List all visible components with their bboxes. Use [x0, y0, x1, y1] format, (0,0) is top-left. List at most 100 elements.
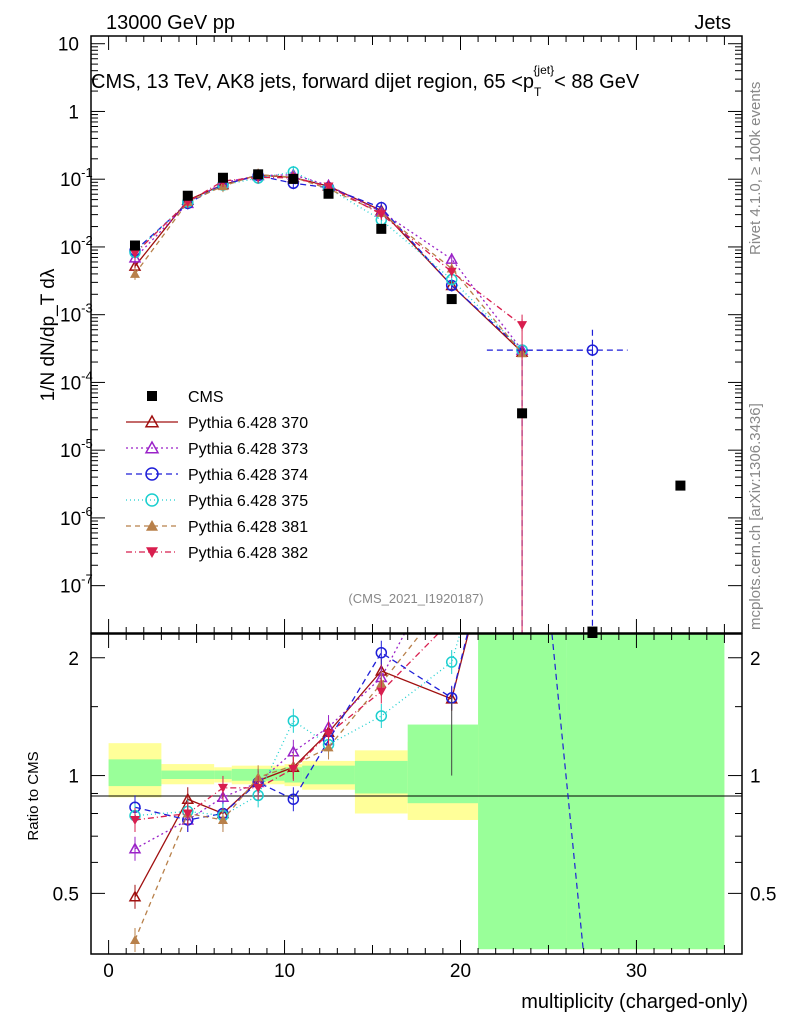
- y-tick-exponent: -1: [81, 165, 93, 180]
- point: [376, 210, 387, 220]
- point: [129, 815, 140, 825]
- point: [287, 793, 300, 805]
- point: [375, 710, 388, 722]
- chart-title: CMS, 13 TeV, AK8 jets, forward dijet reg…: [91, 63, 640, 99]
- legend-label: Pythia 6.428 375: [188, 493, 308, 510]
- point: [287, 715, 300, 727]
- legend-item: Pythia 6.428 370: [126, 414, 308, 432]
- ratio-pythia-6.428-382: [129, 634, 439, 832]
- point: [253, 783, 264, 793]
- legend: CMS Pythia 6.428 370 Pythia 6.428 373 Pythi…: [126, 389, 308, 562]
- y-tick-label: 10-1: [60, 165, 93, 191]
- series-line: [134, 176, 523, 326]
- series-ratio-layer: [128, 634, 598, 954]
- uncertainty-bands: [108, 634, 725, 950]
- band-green: [214, 770, 232, 779]
- series-top-layer: [128, 165, 686, 633]
- y-label-text: 1/N dN/dp_T dλ: [38, 268, 59, 401]
- band-green: [354, 760, 408, 794]
- ratio-tick-label-left: 0.5: [53, 884, 79, 905]
- point: [128, 842, 142, 854]
- cms-point: [675, 480, 686, 491]
- point: [217, 783, 228, 793]
- cms-point: [147, 391, 157, 401]
- band-green: [161, 770, 215, 779]
- ratio-tick-label-left: 2: [68, 649, 79, 670]
- series-pythia-6.428-374: [129, 169, 599, 357]
- point: [145, 467, 159, 481]
- y-tick-label: 10-3: [60, 301, 93, 327]
- point: [128, 890, 142, 902]
- legend-label: Pythia 6.428 373: [188, 441, 308, 458]
- ratio-label: Ratio to CMS: [25, 751, 42, 840]
- point: [323, 742, 334, 752]
- cms-point: [182, 190, 193, 201]
- y-tick-exponent: -7: [81, 572, 93, 587]
- y-tick-exponent: -3: [81, 301, 93, 316]
- point: [323, 729, 334, 739]
- title-sup: {jet}: [533, 63, 554, 77]
- analysis-tag: (CMS_2021_I1920187): [348, 591, 483, 606]
- band-green: [566, 634, 725, 950]
- mcplots-text: mcplots.cern.ch [arXiv:1306.3436]: [747, 403, 764, 630]
- title-main: CMS, 13 TeV, AK8 jets, forward dijet reg…: [91, 71, 534, 93]
- point: [217, 814, 228, 824]
- point: [146, 520, 158, 531]
- cms-point: [517, 408, 528, 419]
- x-tick-label: 20: [450, 961, 471, 982]
- ratio-tick-label-right: 1: [750, 767, 761, 788]
- point: [445, 656, 458, 668]
- band-green: [108, 759, 162, 787]
- y-tick-exponent: -6: [81, 504, 93, 519]
- y-tick-label: 10-5: [60, 436, 93, 462]
- point: [145, 493, 159, 507]
- point: [288, 764, 299, 774]
- legend-item: Pythia 6.428 374: [126, 467, 308, 484]
- cms-point: [288, 173, 299, 184]
- x-axis-label: multiplicity (charged-only): [521, 991, 748, 1013]
- cms-point: [129, 240, 140, 251]
- point: [129, 268, 140, 278]
- mcplots-label: mcplots.cern.ch [arXiv:1306.3436]: [747, 403, 764, 630]
- y-axis-label-bottom: Ratio to CMS: [25, 751, 42, 840]
- cms-point: [376, 223, 387, 234]
- legend-item: Pythia 6.428 375: [126, 493, 308, 510]
- cms-point: [587, 626, 598, 633]
- cms-ratio-point: [587, 634, 598, 638]
- x-tick-label: 0: [103, 961, 114, 982]
- y-axis-label-top: 1/N dN/dp_T dλ: [38, 268, 59, 401]
- y-tick-exponent: -4: [81, 368, 93, 383]
- y-tick-label: 10-7: [60, 572, 93, 598]
- point: [129, 249, 140, 259]
- y-tick-label: 10-2: [60, 233, 93, 259]
- ratio-tick-label-right: 0.5: [750, 884, 776, 905]
- point: [216, 790, 230, 803]
- rivet-text: Rivet 4.1.0, ≥ 100k events: [747, 82, 764, 255]
- point: [144, 414, 160, 428]
- point: [182, 809, 193, 819]
- x-tick-label: 30: [626, 961, 647, 982]
- ratio-tick-label-right: 2: [750, 649, 761, 670]
- band-green: [302, 765, 355, 785]
- legend-item: CMS: [147, 389, 224, 406]
- top-frame: [90, 35, 743, 634]
- title-sub: T: [534, 85, 542, 99]
- header-left: 13000 GeV pp: [106, 12, 235, 34]
- legend-item: Pythia 6.428 382: [126, 545, 308, 562]
- legend-label: Pythia 6.428 370: [188, 415, 308, 432]
- y-tick-exponent: -2: [81, 233, 93, 248]
- x-tick-label: 10: [274, 961, 295, 982]
- legend-label: Pythia 6.428 381: [188, 519, 308, 536]
- point: [376, 687, 387, 697]
- ratio-drop-line: [551, 634, 585, 954]
- point: [323, 182, 334, 192]
- bottom-frame: [90, 633, 743, 955]
- legend-item: Pythia 6.428 373: [126, 440, 308, 458]
- band-green: [478, 634, 567, 950]
- band-green: [407, 724, 479, 804]
- svg-text:CMS, 13 TeV, AK8 jets, forward: CMS, 13 TeV, AK8 jets, forward dijet reg…: [91, 63, 640, 99]
- cms-point: [323, 188, 334, 199]
- y-tick-label: 1: [68, 102, 79, 123]
- y-tick-label: 10-6: [60, 504, 93, 530]
